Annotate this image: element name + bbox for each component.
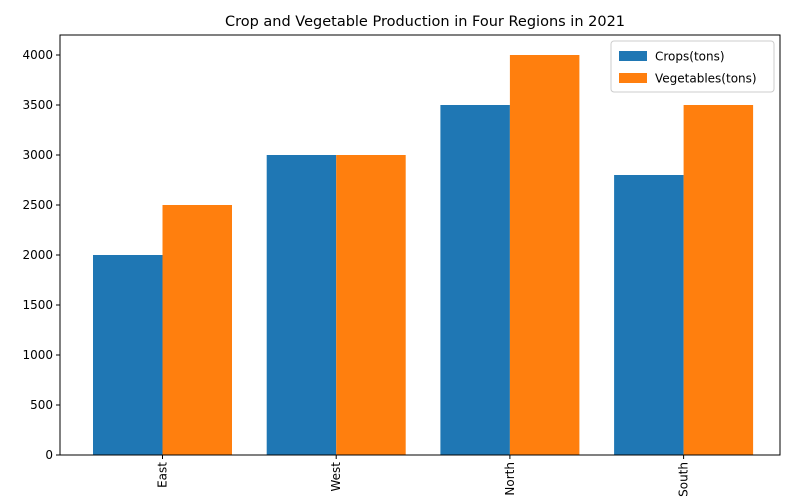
y-tick-label: 4000 <box>22 48 53 62</box>
bar-crops-tons--east <box>93 255 163 455</box>
x-tick-label: East <box>156 462 170 488</box>
y-tick-label: 0 <box>45 448 53 462</box>
y-tick-label: 1500 <box>22 298 53 312</box>
chart-title: Crop and Vegetable Production in Four Re… <box>225 14 625 30</box>
plot-frame <box>59 34 781 456</box>
bar-vegetables-tons--west <box>336 155 406 455</box>
legend-swatch <box>619 51 647 61</box>
x-tick-label: South <box>677 462 691 497</box>
y-tick-label: 2000 <box>22 248 53 262</box>
bar-crops-tons--west <box>266 155 337 455</box>
legend-swatch <box>619 73 647 83</box>
legend-box <box>610 40 775 93</box>
legend-label: Vegetables(tons) <box>655 72 757 86</box>
y-tick-label: 3500 <box>22 98 53 112</box>
axes-layer: 0 500 1000 1500 2000 2500 3000 3500 4000 East West… <box>22 34 781 497</box>
bar-crops-tons--south <box>614 175 684 455</box>
bar-crops-tons--north <box>440 105 510 455</box>
x-tick-label: North <box>503 462 517 496</box>
legend: Crops(tons) Vegetables(tons) <box>610 40 775 93</box>
y-tick-label: 2500 <box>22 198 53 212</box>
bar-vegetables-tons--east <box>162 205 232 455</box>
y-tick-label: 3000 <box>22 148 53 162</box>
y-tick-label: 1000 <box>22 348 53 362</box>
x-tick-label: West <box>329 462 343 492</box>
bar-vegetables-tons--north <box>509 55 580 455</box>
y-tick-label: 500 <box>30 398 53 412</box>
bars-layer <box>93 55 754 455</box>
legend-label: Crops(tons) <box>655 50 725 64</box>
bar-vegetables-tons--south <box>683 105 754 455</box>
